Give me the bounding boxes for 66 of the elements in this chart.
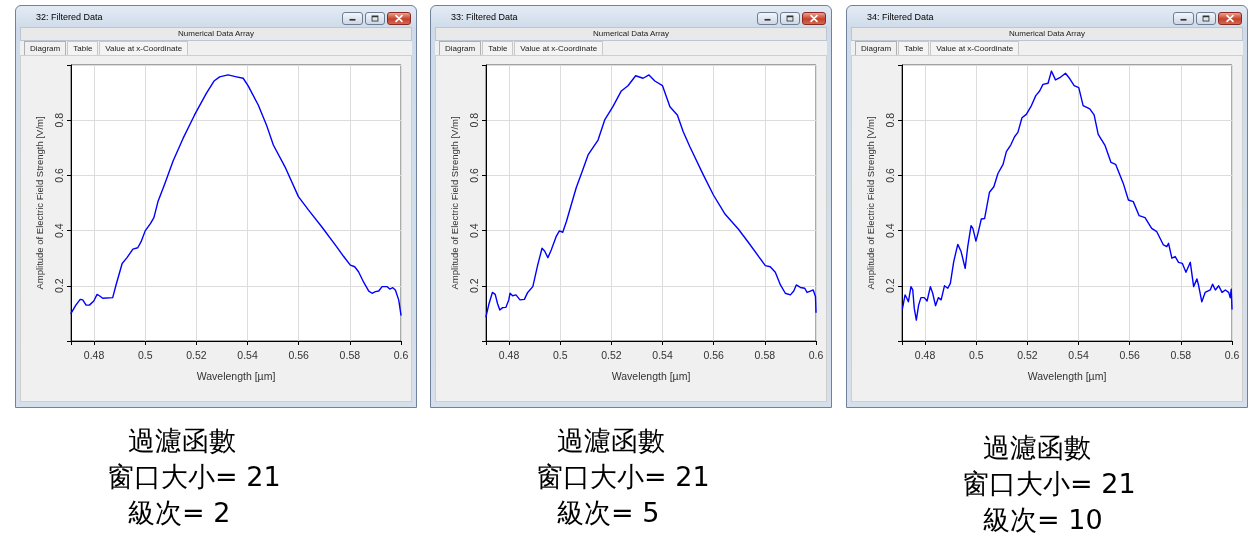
x-tick-label: 0.56 bbox=[288, 348, 310, 361]
y-tick-label: 0.8 bbox=[467, 112, 480, 128]
y-axis-title: Amplitude of Electric Field Strength [V/m] bbox=[33, 116, 45, 290]
y-tick-label: 0.6 bbox=[883, 167, 896, 183]
text: Table bbox=[898, 41, 930, 55]
x-tick-label: 0.56 bbox=[703, 348, 725, 361]
chart-title: 32: Filtered Data bbox=[36, 12, 103, 23]
y-tick-label: 0.6 bbox=[467, 167, 480, 183]
x-axis-title: Wavelength [µm] bbox=[1027, 369, 1107, 382]
text: Value at x-Coordinate bbox=[930, 41, 1020, 55]
x-tick-label: 0.48 bbox=[914, 348, 936, 361]
text: 級次= 10 bbox=[983, 503, 1103, 537]
y-tick-label: 0.4 bbox=[467, 223, 480, 238]
chart-subtitle: Numerical Data Array bbox=[435, 27, 827, 41]
x-tick-label: 0.52 bbox=[1017, 348, 1038, 361]
line-series bbox=[901, 70, 1233, 321]
y-tick-label: 0.4 bbox=[52, 223, 65, 238]
x-tick-label: 0.5 bbox=[968, 348, 984, 361]
text: Table bbox=[482, 41, 514, 55]
text: 窗口大小= 21 bbox=[962, 467, 1136, 501]
x-axis-title: Wavelength [µm] bbox=[611, 369, 691, 382]
y-axis-title: Amplitude of Electric Field Strength [V/m] bbox=[864, 116, 876, 290]
text: Value at x-Coordinate bbox=[99, 41, 189, 55]
chart-title: 33: Filtered Data bbox=[451, 12, 518, 23]
x-tick-label: 0.52 bbox=[601, 348, 622, 361]
x-tick-label: 0.54 bbox=[652, 348, 673, 361]
text: 窗口大小= 21 bbox=[107, 460, 281, 494]
text: 級次= 2 bbox=[128, 496, 231, 530]
text: 過濾函數 bbox=[557, 424, 665, 458]
x-tick-label: 0.5 bbox=[552, 348, 568, 361]
x-tick-label: 0.48 bbox=[498, 348, 520, 361]
y-tick-label: 0.8 bbox=[883, 112, 896, 128]
x-tick-label: 0.6 bbox=[808, 348, 824, 361]
text: 過濾函數 bbox=[128, 424, 236, 458]
chart-subtitle: Numerical Data Array bbox=[20, 27, 412, 41]
x-tick-label: 0.58 bbox=[1170, 348, 1192, 361]
text: Diagram bbox=[855, 41, 898, 55]
y-tick-label: 0.2 bbox=[467, 278, 480, 294]
text: Diagram bbox=[24, 41, 67, 55]
text: Diagram bbox=[439, 41, 482, 55]
y-tick-label: 0.4 bbox=[883, 223, 896, 238]
x-tick-label: 0.58 bbox=[754, 348, 776, 361]
y-tick-label: 0.8 bbox=[52, 112, 65, 128]
x-tick-label: 0.58 bbox=[339, 348, 361, 361]
text: 窗口大小= 21 bbox=[536, 460, 710, 494]
text: 級次= 5 bbox=[557, 496, 660, 530]
y-tick-label: 0.6 bbox=[52, 167, 65, 183]
chart-subtitle: Numerical Data Array bbox=[851, 27, 1243, 41]
x-tick-label: 0.54 bbox=[237, 348, 258, 361]
y-tick-label: 0.2 bbox=[52, 278, 65, 294]
x-tick-label: 0.48 bbox=[83, 348, 105, 361]
text: Value at x-Coordinate bbox=[514, 41, 604, 55]
x-axis-title: Wavelength [µm] bbox=[196, 369, 276, 382]
text: Table bbox=[67, 41, 99, 55]
y-axis-title: Amplitude of Electric Field Strength [V/m] bbox=[448, 116, 460, 290]
line-series bbox=[70, 74, 402, 316]
x-tick-label: 0.5 bbox=[137, 348, 153, 361]
x-tick-label: 0.56 bbox=[1119, 348, 1141, 361]
x-tick-label: 0.6 bbox=[1224, 348, 1240, 361]
x-tick-label: 0.54 bbox=[1068, 348, 1089, 361]
y-tick-label: 0.2 bbox=[883, 278, 896, 294]
chart-title: 34: Filtered Data bbox=[867, 12, 934, 23]
line-series bbox=[485, 74, 817, 318]
x-tick-label: 0.6 bbox=[393, 348, 409, 361]
x-tick-label: 0.52 bbox=[186, 348, 207, 361]
text: 過濾函數 bbox=[983, 431, 1091, 465]
